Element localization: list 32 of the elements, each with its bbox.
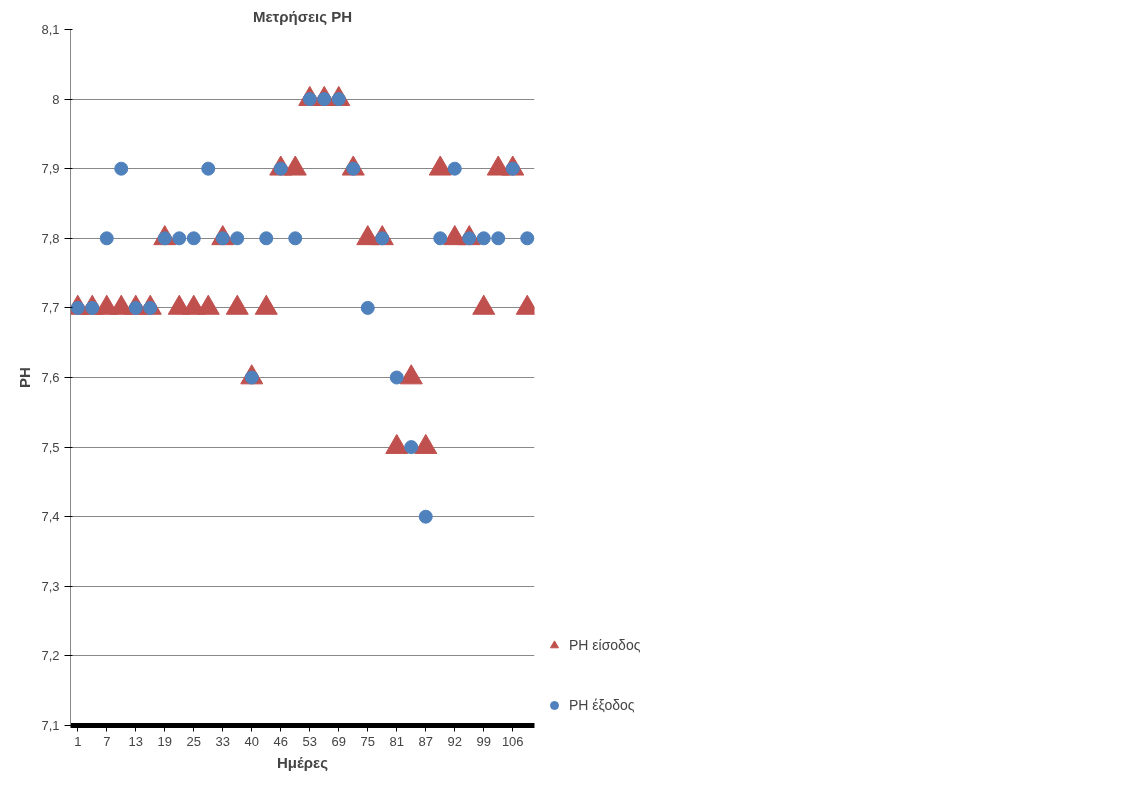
y-tick-label: 7,9 [41, 161, 60, 177]
chart-title: Μετρήσεις PH [252, 7, 353, 25]
y-tick-label: 7,3 [41, 578, 60, 594]
x-tick-label: 69 [331, 733, 346, 749]
y-axis-title: PH [16, 367, 34, 388]
legend-label: PH έξοδος [569, 697, 635, 713]
x-tick-label: 7 [103, 733, 111, 749]
x-tick-label: 87 [418, 733, 433, 749]
y-tick-label: 7,1 [41, 718, 60, 733]
y-tick-label: 7,6 [41, 370, 60, 385]
x-tick-label: 40 [244, 733, 259, 749]
x-tick-label: 81 [389, 733, 404, 749]
y-tick-label: 7,5 [41, 439, 60, 455]
y-tick-label: 8 [52, 91, 60, 107]
x-tick-label: 99 [476, 733, 491, 749]
y-tick-label: 7,7 [41, 300, 60, 316]
legend-label: PH είσοδος [569, 637, 641, 653]
x-tick-label: 106 [501, 733, 524, 749]
y-tick-label: 7,2 [41, 648, 60, 664]
x-tick-label: 92 [447, 733, 462, 749]
y-tick-label: 7,8 [41, 230, 60, 246]
x-tick-label: 1 [74, 733, 82, 749]
x-axis-title: Ημέρες [277, 753, 329, 771]
x-tick-label: 46 [273, 733, 288, 749]
x-tick-label: 33 [215, 733, 230, 749]
x-tick-label: 13 [128, 733, 143, 749]
y-tick-label: 7,4 [41, 509, 60, 525]
y-tick-label: 8,1 [41, 22, 60, 37]
x-tick-label: 75 [360, 733, 375, 749]
x-tick-label: 53 [302, 733, 317, 749]
x-tick-label: 19 [157, 733, 172, 749]
x-tick-label: 25 [186, 733, 201, 749]
